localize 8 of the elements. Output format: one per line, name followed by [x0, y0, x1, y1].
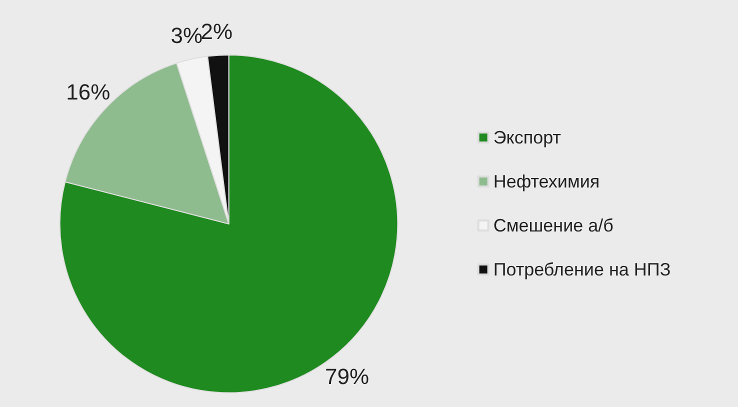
legend-label: Смешение а/б	[493, 216, 614, 236]
legend-label: Потребление на НПЗ	[493, 260, 671, 280]
data-label: 3%	[170, 23, 203, 48]
data-label: 16%	[66, 79, 110, 104]
legend-label: Экспорт	[493, 128, 561, 148]
legend-label: Нефтехимия	[493, 172, 600, 192]
data-label: 79%	[324, 364, 370, 389]
data-label: 2%	[200, 18, 233, 44]
